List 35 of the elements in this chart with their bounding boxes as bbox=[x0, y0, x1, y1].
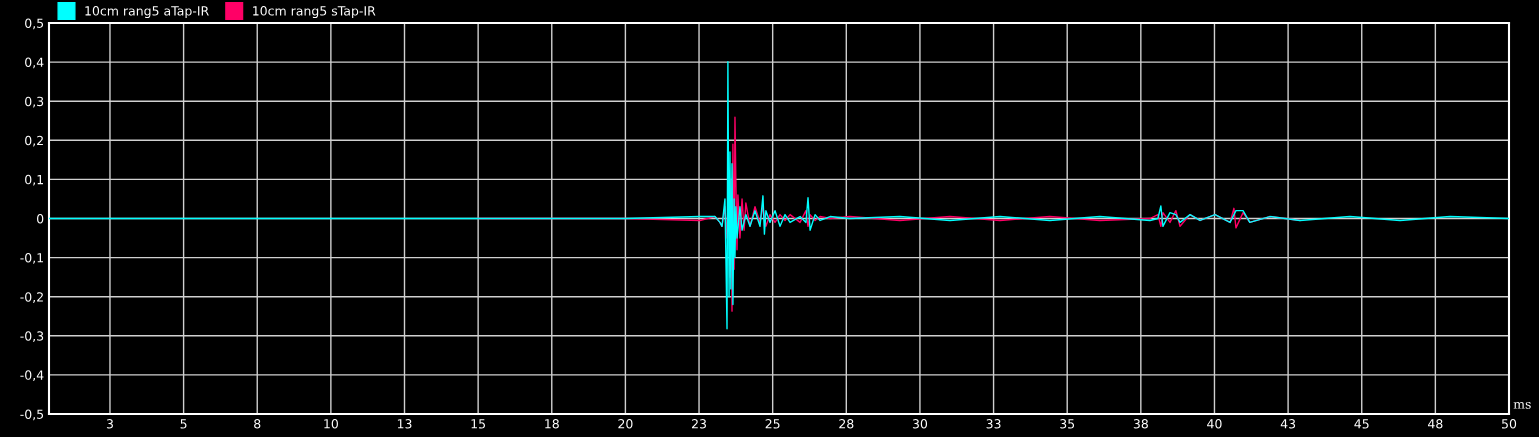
x-tick-label: 5 bbox=[180, 419, 187, 429]
x-tick-label: 28 bbox=[839, 419, 854, 429]
legend-label: 10cm rang5 sTap-IR bbox=[253, 6, 376, 18]
x-tick-label: 48 bbox=[1428, 419, 1443, 429]
x-tick-label: 38 bbox=[1133, 419, 1148, 429]
x-tick-label: 20 bbox=[618, 419, 633, 429]
x-tick-label: 30 bbox=[912, 419, 928, 429]
x-tick-label: 35 bbox=[1060, 419, 1075, 429]
x-tick-label: 25 bbox=[765, 419, 780, 429]
y-tick-label: 0,4 bbox=[25, 57, 44, 69]
y-tick-label: 0,1 bbox=[25, 174, 43, 186]
y-tick-label: 0,3 bbox=[25, 96, 44, 108]
x-tick-label: 50 bbox=[1502, 419, 1517, 429]
legend-label: 10cm rang5 aTap-IR bbox=[85, 6, 209, 18]
y-tick-label: -0,2 bbox=[20, 292, 43, 303]
y-tick-label: -0,3 bbox=[20, 331, 44, 342]
x-tick-label: 3 bbox=[106, 419, 113, 429]
x-tick-label: 10 bbox=[324, 419, 338, 429]
x-tick-label: 18 bbox=[545, 419, 559, 429]
y-tick-label: -0,5 bbox=[20, 409, 44, 421]
x-tick-label: 13 bbox=[397, 419, 412, 429]
x-tick-label: 15 bbox=[471, 419, 485, 429]
x-tick-label: 40 bbox=[1207, 419, 1222, 429]
y-tick-label: 0,2 bbox=[25, 135, 43, 147]
line-series bbox=[49, 61, 1509, 330]
x-tick-label: 43 bbox=[1280, 419, 1296, 429]
x-tick-label: 23 bbox=[692, 419, 706, 429]
x-axis-title: ms bbox=[1513, 401, 1531, 409]
y-tick-label: -0,4 bbox=[20, 370, 44, 382]
y-tick-label: 0 bbox=[37, 213, 44, 224]
y-tick-label: -0,1 bbox=[20, 253, 43, 264]
y-tick-label: 0,5 bbox=[25, 18, 44, 30]
x-tick-label: 8 bbox=[254, 419, 261, 429]
x-tick-label: 33 bbox=[986, 419, 1001, 429]
x-tick-label: 45 bbox=[1354, 419, 1369, 429]
